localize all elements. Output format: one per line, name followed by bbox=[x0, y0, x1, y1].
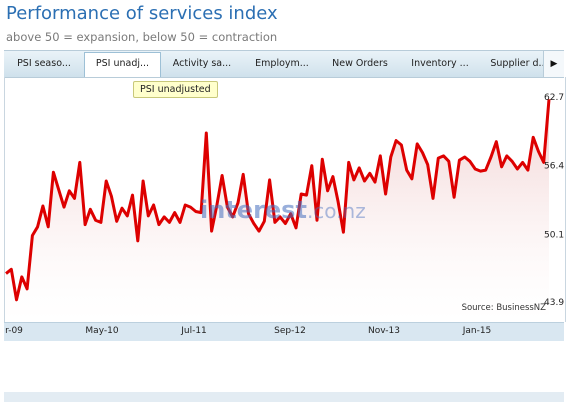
range-navigator[interactable] bbox=[4, 341, 564, 394]
source-note: Source: BusinessNZ bbox=[461, 303, 546, 313]
watermark-logo: interest.co.nz bbox=[200, 196, 366, 224]
tab-new-orders[interactable]: New Orders bbox=[332, 58, 388, 69]
series-line-psi-unadjusted bbox=[5, 99, 551, 302]
page-subtitle: above 50 = expansion, below 50 = contrac… bbox=[6, 30, 278, 44]
plot-frame bbox=[4, 77, 566, 322]
tab-bar: PSI seaso... PSI unadj... Activity sa...… bbox=[4, 50, 564, 78]
x-tick-label: Jul-11 bbox=[181, 326, 207, 336]
x-tick-label: Nov-13 bbox=[367, 326, 401, 336]
tab-activity[interactable]: Activity sa... bbox=[172, 58, 232, 69]
x-tick-label: Sep-12 bbox=[274, 326, 306, 336]
x-tick-label: r-09 bbox=[5, 326, 23, 336]
y-tick-label: 50.1 bbox=[544, 230, 564, 240]
tab-tooltip: PSI unadjusted bbox=[133, 81, 218, 98]
tab-psi-seasonal[interactable]: PSI seaso... bbox=[17, 58, 71, 69]
tab-psi-unadjusted[interactable]: PSI unadj... bbox=[84, 52, 161, 77]
x-tick-label: May-10 bbox=[85, 326, 119, 336]
navigator-scrollbar[interactable] bbox=[4, 392, 564, 402]
y-tick-label: 62.7 bbox=[544, 93, 564, 103]
tab-inventory[interactable]: Inventory ... bbox=[411, 58, 469, 69]
tab-supplier[interactable]: Supplier d... bbox=[490, 58, 548, 69]
series-area bbox=[6, 99, 549, 322]
x-tick-label: Jan-15 bbox=[462, 326, 492, 336]
y-tick-label: 56.4 bbox=[544, 162, 564, 172]
tab-scroll-right-icon[interactable]: ▶ bbox=[543, 51, 564, 77]
tab-employment[interactable]: Employm... bbox=[255, 58, 309, 69]
y-tick-label: 43.9 bbox=[544, 298, 564, 308]
page-title: Performance of services index bbox=[6, 3, 278, 24]
x-axis-bar: r-09 May-10 Jul-11 Sep-12 Nov-13 Jan-15 bbox=[4, 322, 564, 342]
